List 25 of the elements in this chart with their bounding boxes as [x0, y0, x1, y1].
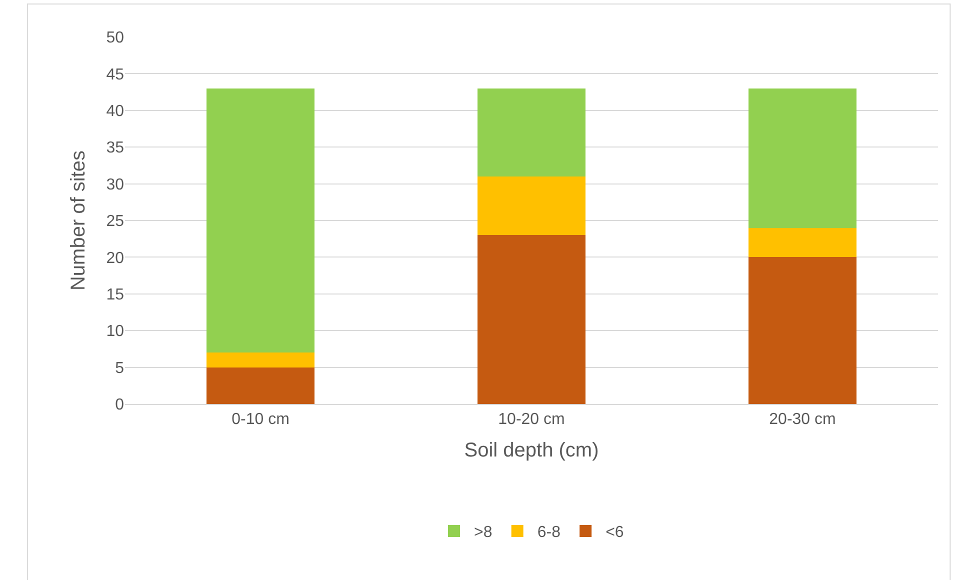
y-tick-label: 40 — [106, 103, 124, 120]
y-tick-label: 35 — [106, 140, 124, 157]
y-tick-label: 10 — [106, 323, 124, 340]
y-tick-label: 45 — [106, 66, 124, 84]
bar — [206, 367, 315, 404]
bar — [206, 88, 315, 353]
y-axis-title: Number of sites — [68, 150, 90, 291]
y-tick-label: 5 — [115, 360, 124, 377]
bar — [477, 88, 586, 176]
x-tick-label: 10-20 cm — [498, 411, 565, 428]
x-tick-label: 20-30 cm — [769, 411, 836, 428]
y-tick-label: 20 — [106, 250, 124, 267]
y-tick-label: 50 — [106, 30, 124, 47]
x-tick-label: 0-10 cm — [232, 411, 290, 428]
bar — [477, 235, 586, 404]
y-tick-label: 30 — [106, 176, 124, 194]
bar — [748, 257, 857, 404]
x-axis-title: Soil depth (cm) — [464, 440, 599, 462]
y-tick-label: 15 — [106, 286, 124, 304]
y-tick-label: 25 — [106, 213, 124, 230]
bar — [477, 176, 586, 236]
y-tick-label: 0 — [115, 396, 124, 414]
bar — [748, 88, 857, 228]
bar — [748, 228, 857, 258]
bar — [206, 352, 315, 368]
